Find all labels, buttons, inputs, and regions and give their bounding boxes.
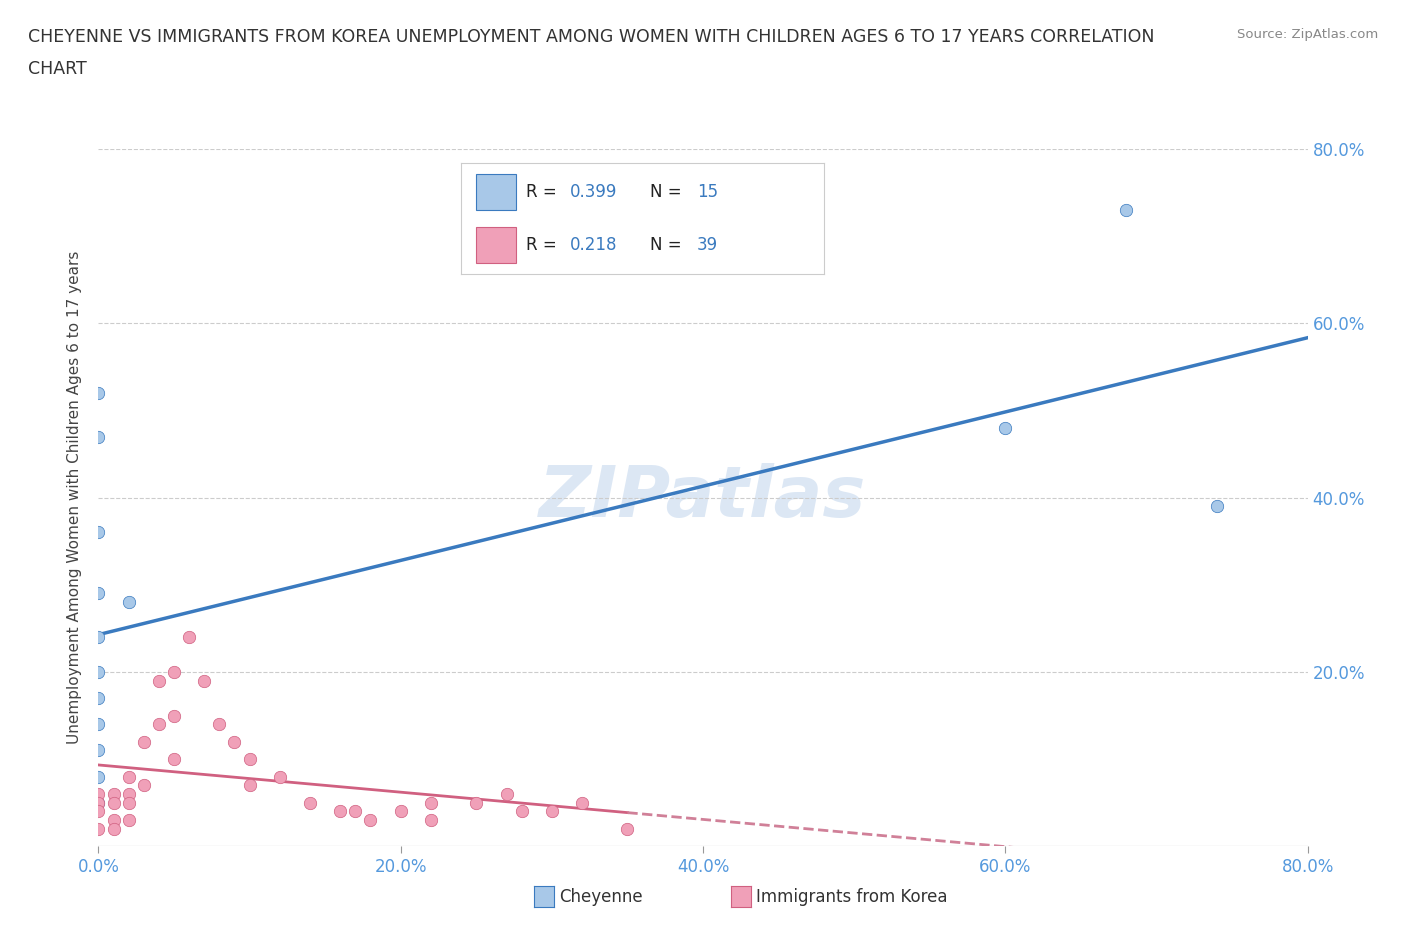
Point [420, 813, 443, 828]
Point [87, 821, 110, 836]
Point [87, 665, 110, 680]
Text: R =: R = [526, 236, 562, 254]
Text: CHEYENNE VS IMMIGRANTS FROM KOREA UNEMPLOYMENT AMONG WOMEN WITH CHILDREN AGES 6 : CHEYENNE VS IMMIGRANTS FROM KOREA UNEMPL… [28, 28, 1154, 46]
Point [299, 795, 322, 810]
Text: R =: R = [526, 183, 562, 201]
Point [571, 795, 593, 810]
Point [87, 795, 110, 810]
Point [118, 769, 141, 784]
Point [87, 525, 110, 540]
Point [495, 787, 517, 802]
Point [360, 813, 382, 828]
Point [1115, 203, 1137, 218]
Text: ZIPatlas: ZIPatlas [540, 463, 866, 532]
Point [163, 751, 186, 766]
Point [148, 673, 170, 688]
Point [329, 804, 352, 819]
Text: Immigrants from Korea: Immigrants from Korea [756, 887, 948, 906]
Point [87, 743, 110, 758]
Point [163, 665, 186, 680]
Text: 0.218: 0.218 [569, 236, 617, 254]
Point [193, 673, 215, 688]
Point [148, 717, 170, 732]
FancyBboxPatch shape [475, 228, 516, 263]
Point [420, 795, 443, 810]
Text: N =: N = [650, 183, 686, 201]
Point [87, 769, 110, 784]
Point [103, 787, 125, 802]
Point [87, 717, 110, 732]
Text: 39: 39 [697, 236, 718, 254]
Point [224, 735, 246, 750]
Point [118, 795, 141, 810]
Text: Cheyenne: Cheyenne [560, 887, 643, 906]
FancyBboxPatch shape [475, 174, 516, 209]
Point [103, 795, 125, 810]
Y-axis label: Unemployment Among Women with Children Ages 6 to 17 years: Unemployment Among Women with Children A… [67, 251, 83, 744]
Point [132, 777, 155, 792]
Point [87, 586, 110, 601]
Point [87, 787, 110, 802]
Text: Source: ZipAtlas.com: Source: ZipAtlas.com [1237, 28, 1378, 41]
Point [118, 787, 141, 802]
Point [269, 769, 291, 784]
Point [132, 735, 155, 750]
Text: CHART: CHART [28, 60, 87, 78]
Text: N =: N = [650, 236, 686, 254]
Point [118, 595, 141, 610]
Point [118, 813, 141, 828]
Text: 0.399: 0.399 [569, 183, 617, 201]
Point [87, 429, 110, 444]
Point [510, 804, 533, 819]
Point [87, 386, 110, 401]
Point [208, 717, 231, 732]
Point [616, 821, 638, 836]
Point [87, 691, 110, 706]
Point [87, 795, 110, 810]
Point [87, 630, 110, 644]
Text: 15: 15 [697, 183, 718, 201]
Point [103, 821, 125, 836]
Point [103, 813, 125, 828]
Point [540, 804, 562, 819]
Point [389, 804, 412, 819]
Point [87, 804, 110, 819]
Point [344, 804, 367, 819]
Point [163, 708, 186, 723]
Point [179, 630, 201, 644]
Point [239, 751, 262, 766]
Point [239, 777, 262, 792]
Point [994, 420, 1017, 435]
Point [465, 795, 488, 810]
Point [1206, 498, 1229, 513]
